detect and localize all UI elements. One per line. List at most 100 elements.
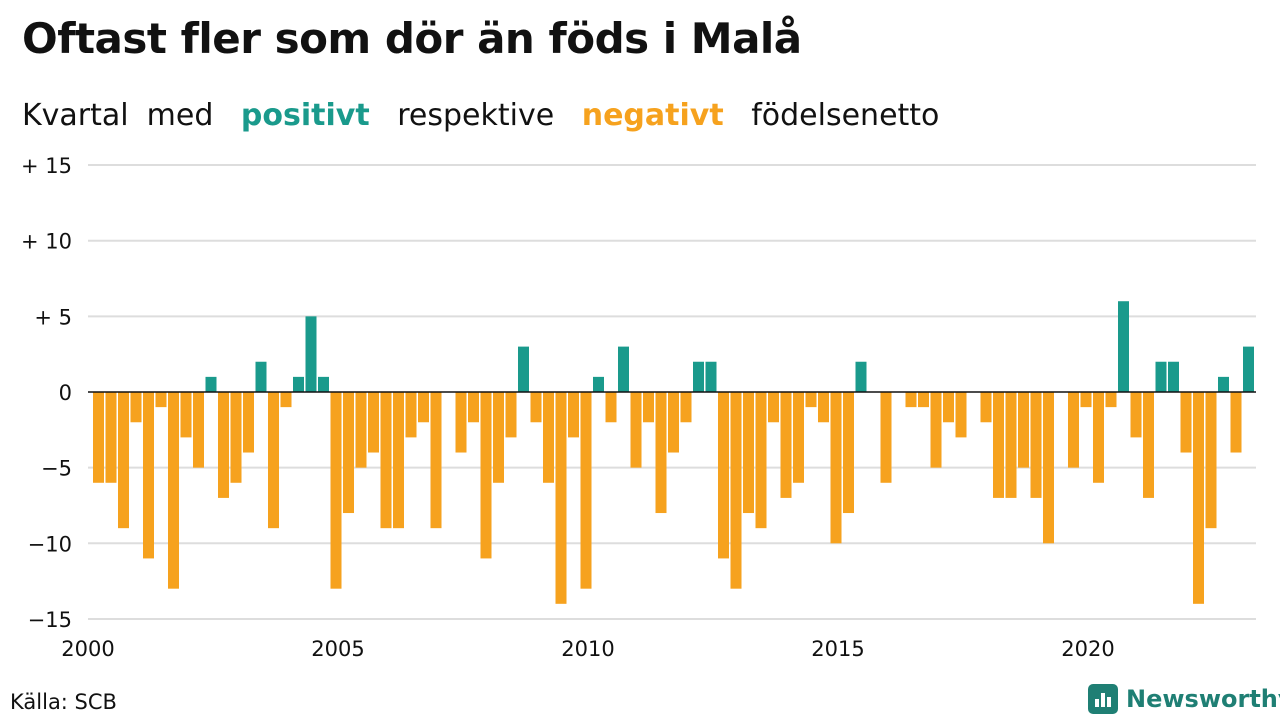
- bars: [93, 301, 1254, 604]
- bar: [1218, 376, 1229, 392]
- bar: [543, 392, 554, 483]
- bar: [1180, 392, 1192, 453]
- bar: [943, 392, 954, 423]
- bar: [930, 392, 942, 468]
- bar: [1030, 392, 1042, 498]
- bar: [1093, 392, 1104, 483]
- grid-lines: [88, 164, 1256, 620]
- bar: [1043, 392, 1054, 544]
- bar: [568, 392, 579, 438]
- bar-chart-logo-icon: [1088, 684, 1118, 714]
- bar: [155, 392, 167, 408]
- bar: [1018, 392, 1029, 468]
- bar: [780, 392, 792, 498]
- bar: [255, 361, 267, 392]
- bar: [280, 392, 292, 408]
- bar: [755, 392, 767, 529]
- y-tick-label: −10: [28, 532, 72, 556]
- bar: [593, 376, 604, 392]
- bar: [468, 392, 479, 423]
- bar: [1068, 392, 1079, 468]
- bar: [730, 392, 742, 589]
- bar: [1080, 392, 1092, 408]
- logo-text: Newsworthy: [1126, 685, 1280, 713]
- bar: [955, 392, 967, 438]
- bar: [1118, 301, 1129, 392]
- x-tick-label: 2000: [61, 637, 114, 661]
- bar: [518, 346, 529, 392]
- bar: [305, 316, 317, 392]
- bar: [243, 392, 254, 453]
- bar: [393, 392, 404, 529]
- bar: [980, 392, 992, 423]
- y-tick-label: −5: [41, 457, 72, 481]
- bar: [380, 392, 392, 529]
- y-axis-ticks: + 15 + 10 + 5 0 −5 −10 −15: [21, 154, 72, 632]
- source-note: Källa: SCB: [10, 690, 117, 714]
- bar: [318, 376, 329, 392]
- bar: [705, 361, 717, 392]
- bar: [605, 392, 617, 423]
- bar: [1005, 392, 1017, 498]
- bar: [1168, 361, 1179, 392]
- bar: [430, 392, 442, 529]
- bar: [355, 392, 367, 468]
- bar: [193, 392, 204, 468]
- bar: [1130, 392, 1142, 438]
- bar: [1205, 392, 1217, 529]
- bar: [1155, 361, 1167, 392]
- bar: [405, 392, 417, 438]
- bar: [680, 392, 692, 423]
- bar: [743, 392, 754, 514]
- bar: [830, 392, 842, 544]
- bar: [580, 392, 592, 589]
- bar: [693, 361, 704, 392]
- y-tick-label: −15: [28, 608, 72, 632]
- bar: [343, 392, 354, 514]
- bar: [1105, 392, 1117, 408]
- chart-subtitle: Kvartal med positivt respektive negativt …: [22, 98, 957, 133]
- bar: [880, 392, 892, 483]
- bar: [555, 392, 567, 604]
- bar: [505, 392, 517, 438]
- bar: [718, 392, 729, 559]
- y-tick-label: + 5: [34, 305, 72, 329]
- x-tick-label: 2020: [1061, 637, 1114, 661]
- bar: [630, 392, 642, 468]
- chart-title: Oftast fler som dör än föds i Malå: [22, 14, 802, 63]
- bar: [1193, 392, 1204, 604]
- bar: [293, 376, 304, 392]
- bar: [993, 392, 1004, 498]
- subtitle-med: med: [146, 98, 214, 133]
- bar: [330, 392, 342, 589]
- bar: [143, 392, 154, 559]
- bar: [480, 392, 492, 559]
- bar: [618, 346, 629, 392]
- bar: [905, 392, 917, 408]
- bar: [1143, 392, 1154, 498]
- x-tick-label: 2015: [811, 637, 864, 661]
- subtitle-fodelsenetto: födelsenetto: [751, 98, 940, 133]
- subtitle-kvartal: Kvartal: [22, 98, 129, 133]
- y-tick-label: 0: [59, 381, 72, 405]
- bar: [118, 392, 129, 529]
- bar: [230, 392, 242, 483]
- bar: [1230, 392, 1242, 453]
- bar: [493, 392, 504, 483]
- bar: [843, 392, 854, 514]
- bar: [168, 392, 179, 589]
- bar: [855, 361, 867, 392]
- bar: [768, 392, 779, 423]
- bar: [530, 392, 542, 423]
- bar: [805, 392, 817, 408]
- bar: [368, 392, 379, 453]
- subtitle-respektive: respektive: [397, 98, 555, 133]
- bar: [655, 392, 667, 514]
- bar: [793, 392, 804, 483]
- y-tick-label: + 15: [21, 154, 72, 178]
- y-tick-label: + 10: [21, 230, 72, 254]
- bar: [918, 392, 929, 408]
- subtitle-negative-word: negativt: [581, 98, 724, 133]
- bar: [455, 392, 467, 453]
